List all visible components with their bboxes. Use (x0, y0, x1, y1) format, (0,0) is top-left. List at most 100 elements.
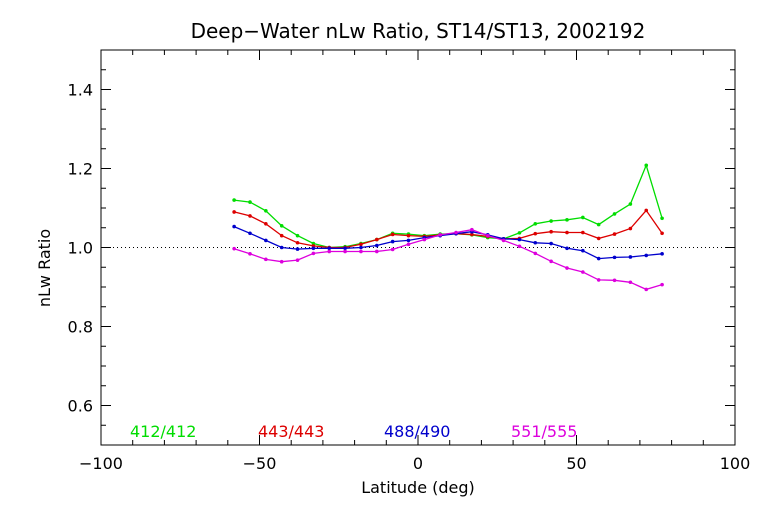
data-point-551-555 (232, 246, 236, 251)
data-point-443-443 (295, 240, 300, 245)
data-point-551-555 (422, 237, 427, 242)
data-point-488-490 (517, 237, 522, 242)
data-point-443-443 (533, 231, 538, 236)
data-point-412-412 (264, 208, 268, 213)
data-point-488-490 (533, 240, 538, 245)
series-line-551-555 (233, 229, 663, 291)
data-point-412-412 (533, 222, 538, 226)
data-point-443-443 (628, 226, 633, 231)
data-point-488-490 (660, 252, 664, 256)
data-point-443-443 (612, 232, 617, 236)
series-line-488-490 (233, 226, 663, 260)
data-point-488-490 (311, 246, 316, 251)
data-point-551-555 (311, 251, 316, 256)
data-point-412-412 (517, 231, 522, 235)
data-point-488-490 (327, 246, 332, 251)
data-point-488-490 (596, 256, 601, 261)
data-point-551-555 (295, 258, 300, 262)
y-tick-label: 0.8 (68, 318, 93, 337)
data-point-443-443 (232, 210, 236, 214)
data-point-551-555 (470, 227, 474, 232)
data-point-551-555 (454, 230, 458, 235)
data-point-551-555 (612, 278, 617, 283)
data-point-443-443 (359, 242, 363, 247)
data-point-443-443 (660, 231, 664, 236)
data-point-488-490 (406, 238, 411, 243)
data-point-488-490 (612, 255, 617, 260)
data-point-443-443 (549, 229, 553, 234)
data-point-551-555 (660, 282, 664, 287)
data-point-412-412 (248, 200, 252, 204)
data-point-551-555 (533, 251, 538, 256)
data-point-551-555 (279, 259, 284, 264)
data-point-412-412 (612, 212, 617, 216)
data-point-551-555 (517, 244, 522, 249)
data-point-551-555 (581, 270, 585, 274)
data-point-551-555 (374, 249, 379, 254)
data-point-488-490 (248, 231, 252, 236)
data-point-443-443 (596, 236, 601, 241)
data-point-551-555 (343, 249, 347, 254)
data-point-488-490 (644, 253, 649, 258)
y-tick-label: 1.2 (68, 160, 93, 179)
data-point-443-443 (374, 237, 379, 242)
data-point-443-443 (644, 208, 649, 213)
data-point-443-443 (264, 222, 268, 226)
legend-entry: 551/555 (511, 422, 577, 441)
data-point-488-490 (343, 246, 347, 251)
data-point-488-490 (264, 238, 268, 243)
data-point-551-555 (406, 242, 411, 247)
data-point-551-555 (438, 233, 442, 237)
data-point-412-412 (644, 163, 649, 168)
data-point-551-555 (596, 278, 601, 282)
y-tick-label: 0.6 (68, 397, 93, 416)
data-point-551-555 (644, 287, 649, 292)
data-point-551-555 (359, 249, 363, 254)
legend-entry: 443/443 (258, 422, 324, 441)
data-point-551-555 (327, 249, 332, 254)
data-point-488-490 (359, 245, 363, 250)
data-point-443-443 (390, 232, 395, 237)
data-point-488-490 (628, 255, 633, 259)
series-layer (232, 163, 664, 292)
legend-entry: 412/412 (130, 422, 196, 441)
data-point-488-490 (390, 239, 395, 244)
data-point-412-412 (279, 223, 284, 228)
x-tick-label: −50 (243, 454, 277, 473)
data-point-412-412 (660, 216, 664, 221)
data-point-412-412 (549, 219, 553, 223)
data-point-488-490 (295, 247, 300, 251)
data-point-412-412 (596, 222, 601, 227)
data-point-412-412 (628, 202, 633, 206)
data-point-488-490 (374, 243, 379, 248)
x-axis-label: Latitude (deg) (361, 478, 475, 497)
x-tick-label: 50 (566, 454, 586, 473)
x-tick-label: 0 (413, 454, 423, 473)
axes-layer: −100 −50 0 50 100 0.6 0.8 1.0 1.2 1.4 (68, 49, 751, 473)
data-point-551-555 (264, 257, 268, 262)
data-point-551-555 (549, 259, 553, 264)
data-point-443-443 (406, 233, 411, 238)
data-point-443-443 (565, 230, 569, 235)
x-tick-label: −100 (79, 454, 123, 473)
data-point-443-443 (248, 214, 252, 218)
data-point-551-555 (390, 247, 395, 252)
legend: 412/412 443/443 488/490 551/555 (130, 422, 577, 441)
legend-entry: 488/490 (384, 422, 450, 441)
data-point-551-555 (501, 238, 506, 243)
data-point-412-412 (565, 218, 569, 222)
data-point-551-555 (628, 280, 633, 285)
chart-title: Deep−Water nLw Ratio, ST14/ST13, 2002192 (191, 19, 646, 43)
data-point-412-412 (295, 233, 300, 238)
data-point-443-443 (279, 233, 284, 238)
data-point-412-412 (581, 215, 585, 220)
data-point-551-555 (248, 252, 252, 256)
y-tick-label: 1.0 (68, 239, 93, 258)
data-point-551-555 (485, 233, 490, 238)
data-point-488-490 (565, 246, 569, 251)
data-point-443-443 (470, 232, 474, 237)
x-tick-label: 100 (720, 454, 751, 473)
y-tick-label: 1.4 (68, 81, 93, 100)
